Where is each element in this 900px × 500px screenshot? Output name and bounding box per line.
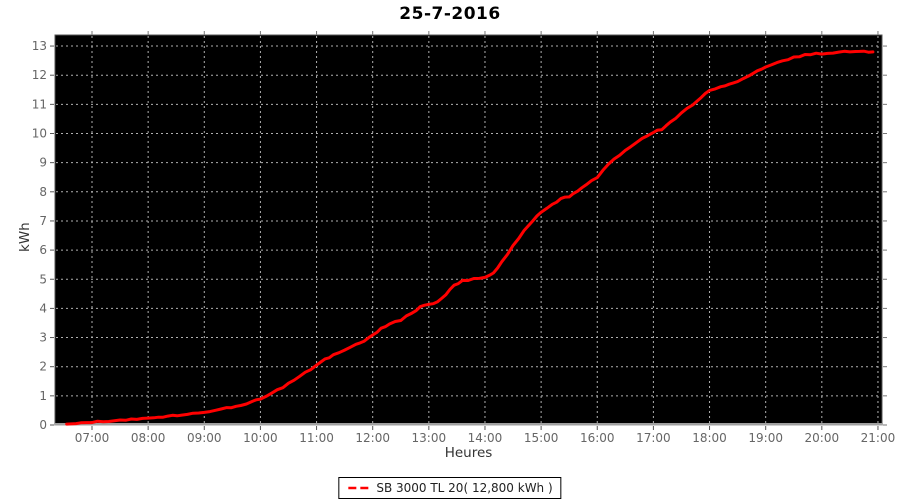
y-tick-label: 7 bbox=[39, 214, 47, 228]
y-tick-label: 10 bbox=[32, 127, 47, 141]
x-tick-label: 18:00 bbox=[692, 431, 727, 445]
legend-marker-icon bbox=[348, 486, 371, 490]
y-tick-label: 13 bbox=[32, 39, 47, 53]
x-tick-label: 11:00 bbox=[299, 431, 334, 445]
legend-box: SB 3000 TL 20( 12,800 kWh ) bbox=[338, 477, 562, 499]
y-tick-label: 6 bbox=[39, 243, 47, 257]
plot-area bbox=[54, 34, 883, 426]
y-tick-label: 3 bbox=[39, 331, 47, 345]
legend-entry-label: SB 3000 TL 20( 12,800 kWh ) bbox=[376, 481, 553, 495]
x-tick-label: 20:00 bbox=[805, 431, 840, 445]
y-tick-label: 1 bbox=[39, 389, 47, 403]
x-tick-label: 10:00 bbox=[243, 431, 278, 445]
y-tick-label: 2 bbox=[39, 360, 47, 374]
y-tick-label: 4 bbox=[39, 301, 47, 315]
chart-title: 25-7-2016 bbox=[399, 4, 501, 24]
x-tick-label: 16:00 bbox=[580, 431, 615, 445]
x-tick-label: 21:00 bbox=[861, 431, 896, 445]
x-tick-label: 15:00 bbox=[524, 431, 559, 445]
x-tick-label: 09:00 bbox=[187, 431, 222, 445]
x-tick-label: 13:00 bbox=[412, 431, 447, 445]
x-tick-label: 12:00 bbox=[355, 431, 390, 445]
y-tick-label: 11 bbox=[32, 97, 47, 111]
x-tick-label: 14:00 bbox=[468, 431, 503, 445]
x-tick-label: 17:00 bbox=[636, 431, 671, 445]
x-tick-label: 19:00 bbox=[748, 431, 783, 445]
x-tick-label: 08:00 bbox=[131, 431, 166, 445]
x-axis-line bbox=[55, 423, 882, 426]
y-tick-label: 0 bbox=[39, 418, 47, 432]
x-axis-label: Heures bbox=[444, 445, 493, 461]
y-tick-label: 8 bbox=[39, 185, 47, 199]
y-tick-label: 9 bbox=[39, 156, 47, 170]
x-tick-label: 07:00 bbox=[75, 431, 110, 445]
y-axis-label: kWh bbox=[17, 222, 33, 252]
y-tick-label: 5 bbox=[39, 272, 47, 286]
y-tick-label: 12 bbox=[32, 68, 47, 82]
series-line bbox=[65, 49, 875, 426]
